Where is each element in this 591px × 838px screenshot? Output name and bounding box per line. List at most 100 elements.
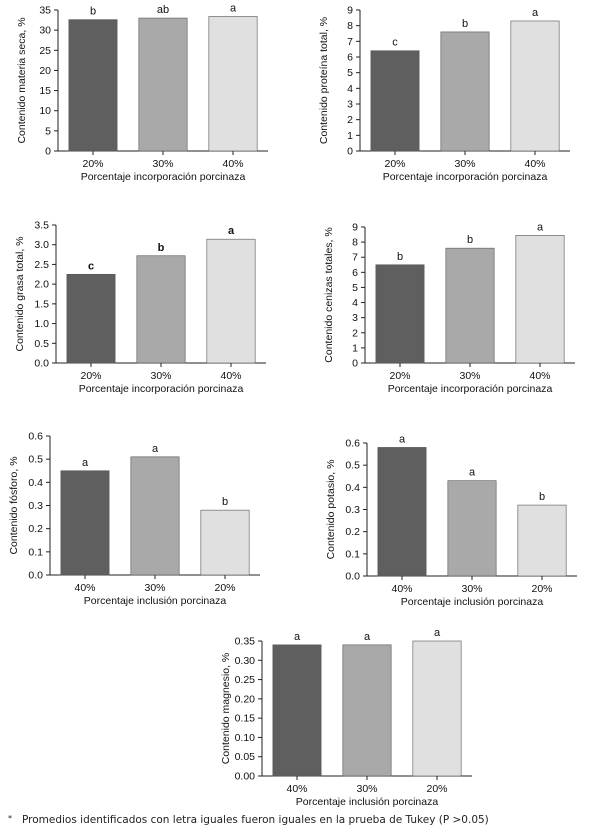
significance-letter: ab (157, 4, 169, 16)
x-tick-label: 40% (391, 583, 412, 595)
y-tick-label: 8 (347, 20, 353, 32)
bar (370, 50, 420, 152)
bar (136, 255, 186, 364)
y-tick-label: 4 (347, 83, 353, 95)
bar (60, 470, 110, 576)
chart-svg: 0 5 10 15 20 25 30 35 b 20% ab 30% a 40%Porcentaje in… (16, 2, 268, 183)
y-tick-label: 0.2 (28, 523, 43, 535)
y-tick-label: 3 (352, 312, 358, 324)
y-tick-label: 0 (45, 146, 51, 158)
chart-grasa-total: 0.0 0.5 1.0 1.5 2.0 2.5 3.0 3.5 c 20% b 30% a 40% Porc… (0, 220, 290, 395)
significance-letter: b (539, 491, 545, 503)
chart-proteina-total: 0 1 2 3 4 5 6 7 8 9 c 20% b 30% a 40% Porcentaje incorpo… (302, 0, 582, 190)
x-axis-title: Porcentaje incorporación porcinaza (81, 171, 246, 183)
x-tick-label: 20% (82, 158, 103, 170)
x-axis-title: Porcentaje inclusión porcinaza (401, 596, 544, 608)
x-tick-label: 30% (144, 582, 165, 594)
y-tick-label: 30 (39, 25, 51, 37)
chart-svg: 0 1 2 3 4 5 6 7 8 9 c 20% b 30% a 40%Porcentaje incorpo… (318, 5, 570, 183)
significance-letter: a (434, 627, 441, 639)
bar (66, 273, 116, 364)
y-tick-label: 6 (347, 52, 353, 64)
bar (200, 509, 250, 576)
y-tick-label: 0.5 (28, 454, 43, 466)
y-tick-label: 25 (39, 45, 51, 57)
footnote-text: Promedios identificados con letra iguale… (22, 814, 489, 826)
x-axis-title: Porcentaje inclusión porcinaza (84, 595, 227, 607)
y-axis-title: Contenido cenizas totales, % (323, 227, 335, 362)
y-tick-label: 8 (352, 237, 358, 249)
bar (130, 456, 180, 576)
bar (412, 640, 462, 777)
y-tick-label: 20 (39, 65, 51, 77)
footnote-marker: * (8, 814, 12, 823)
y-tick-label: 0.4 (28, 477, 43, 489)
x-tick-label: 30% (454, 158, 475, 170)
y-tick-label: 3.5 (34, 220, 49, 232)
y-tick-label: 0.25 (235, 674, 256, 686)
x-tick-label: 20% (389, 370, 410, 382)
x-tick-label: 40% (286, 783, 307, 795)
y-tick-label: 0.5 (345, 460, 360, 472)
bar (377, 447, 427, 577)
x-axis-title: Porcentaje incorporación porcinaza (388, 383, 553, 395)
significance-letter: a (399, 433, 406, 445)
x-tick-label: 30% (152, 158, 173, 170)
y-axis-title: Contenido fósforo, % (8, 456, 20, 554)
bar (445, 247, 495, 364)
significance-letter: b (467, 234, 473, 246)
chart-cenizas-totales: 0 1 2 3 4 5 6 7 8 9 b 20% b 30% a 40% Porcentaje incorpo… (302, 220, 582, 395)
y-tick-label: 35 (39, 5, 51, 17)
x-tick-label: 30% (356, 783, 377, 795)
y-tick-label: 0.1 (28, 546, 43, 558)
bar (375, 264, 425, 364)
y-tick-label: 0.0 (34, 358, 49, 370)
bar (447, 480, 497, 577)
x-tick-label: 20% (80, 370, 101, 382)
y-tick-label: 9 (347, 5, 353, 17)
y-tick-label: 5 (352, 282, 358, 294)
y-tick-label: 0.35 (235, 636, 256, 648)
y-tick-label: 3.0 (34, 239, 49, 251)
significance-letter: a (230, 2, 237, 14)
y-tick-label: 5 (347, 67, 353, 79)
significance-letter: a (294, 631, 301, 643)
y-tick-label: 15 (39, 85, 51, 97)
y-tick-label: 3 (347, 99, 353, 111)
y-tick-label: 6 (352, 267, 358, 279)
y-tick-label: 0.10 (235, 732, 256, 744)
y-tick-label: 0.00 (235, 771, 256, 783)
chart-svg: 0.00 0.05 0.10 0.15 0.20 0.25 0.30 0.35 a 40% a 30%… (220, 627, 472, 808)
y-tick-label: 2.5 (34, 259, 49, 271)
y-tick-label: 0.2 (345, 526, 360, 538)
significance-letter: a (469, 467, 476, 479)
y-tick-label: 7 (347, 36, 353, 48)
significance-letter: b (397, 251, 403, 263)
y-axis-title: Contenido grasa total, % (14, 237, 26, 352)
x-tick-label: 20% (384, 158, 405, 170)
x-tick-label: 20% (531, 583, 552, 595)
bar (206, 238, 256, 364)
y-tick-label: 5 (45, 125, 51, 137)
bar (440, 31, 490, 152)
y-tick-label: 0.6 (28, 431, 43, 443)
significance-letter: a (364, 631, 371, 643)
x-tick-label: 30% (461, 583, 482, 595)
bar (272, 644, 322, 777)
chart-svg: 0.0 0.5 1.0 1.5 2.0 2.5 3.0 3.5 c 20% b 30% a 40%Porc… (14, 220, 266, 395)
y-axis-title: Contenido potasio, % (325, 460, 337, 560)
y-tick-label: 9 (352, 222, 358, 234)
significance-letter: a (228, 225, 235, 237)
significance-letter: c (88, 260, 94, 272)
x-tick-label: 40% (524, 158, 545, 170)
x-tick-label: 40% (529, 370, 550, 382)
bar (515, 235, 565, 364)
y-tick-label: 0.3 (345, 504, 360, 516)
chart-svg: 0.0 0.1 0.2 0.3 0.4 0.5 0.6 a 40% a 30% b 20%Porcent… (8, 431, 260, 607)
significance-letter: a (152, 443, 159, 455)
y-axis-title: Contenido materia seca, % (16, 17, 28, 143)
y-axis-title: Contenido proteína total, % (318, 17, 330, 144)
y-tick-label: 0.6 (345, 438, 360, 450)
x-axis-title: Porcentaje inclusión porcinaza (296, 796, 439, 808)
y-tick-label: 1.0 (34, 318, 49, 330)
